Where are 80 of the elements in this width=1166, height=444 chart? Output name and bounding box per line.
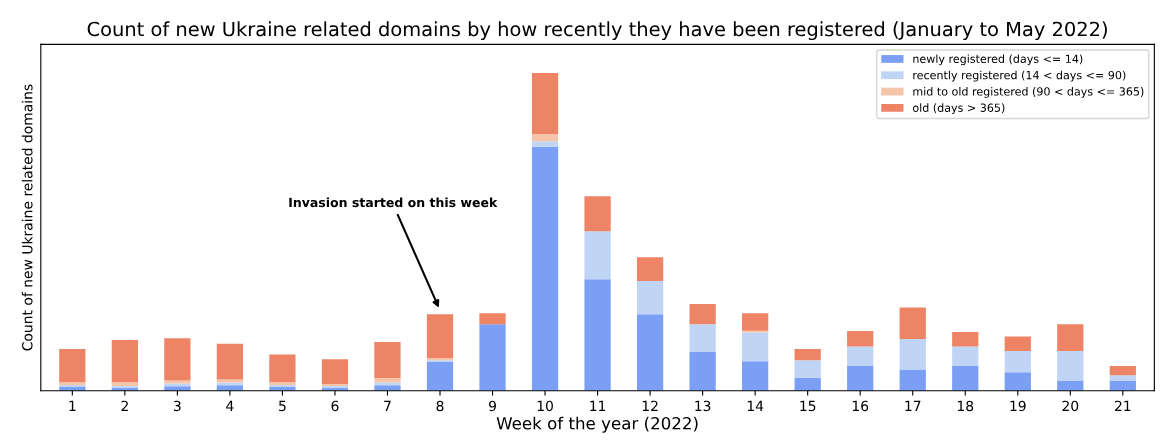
x-tick-label: 5 bbox=[279, 400, 286, 412]
x-tick-label: 1 bbox=[69, 400, 76, 411]
bar bbox=[1057, 324, 1084, 351]
bar bbox=[794, 360, 821, 378]
bar bbox=[689, 351, 716, 391]
x-axis-title: Week of the year (2022) bbox=[496, 416, 698, 433]
bar bbox=[426, 362, 454, 391]
bar bbox=[216, 385, 244, 391]
bar bbox=[321, 359, 349, 385]
chart-title: Count of new Ukraine related domains by how recently they have been registered (January to May 2022) bbox=[87, 21, 1107, 41]
bar bbox=[1057, 351, 1084, 381]
bar bbox=[899, 369, 926, 391]
x-tick-label: 21 bbox=[1115, 400, 1131, 411]
bar bbox=[374, 378, 401, 383]
bar bbox=[636, 281, 664, 315]
legend-label: recently registered (14 < days <= 90) bbox=[913, 70, 1126, 82]
annotation: Invasion started on this week bbox=[289, 197, 498, 208]
bar bbox=[742, 361, 769, 391]
x-tick-label: 17 bbox=[905, 400, 921, 411]
bar bbox=[584, 231, 611, 280]
x-tick-label: 2 bbox=[121, 400, 128, 411]
x-tick-label: 19 bbox=[1010, 400, 1026, 412]
bar bbox=[269, 354, 296, 383]
legend-label: mid to old registered (90 < days <= 365) bbox=[913, 87, 1144, 98]
bar bbox=[689, 324, 716, 352]
y-axis-title: Count of new Ukraine related domains bbox=[21, 84, 33, 351]
bar bbox=[794, 349, 821, 361]
x-tick-label: 15 bbox=[800, 400, 816, 412]
bar bbox=[636, 314, 664, 391]
x-tick-label: 9 bbox=[488, 400, 496, 412]
bar bbox=[899, 307, 926, 339]
legend-label: newly registered (days <= 14) bbox=[913, 54, 1083, 66]
bar bbox=[479, 324, 506, 391]
bar bbox=[899, 338, 926, 370]
bar bbox=[584, 279, 611, 391]
bar bbox=[1109, 365, 1136, 376]
bar bbox=[1004, 336, 1031, 351]
bar bbox=[794, 377, 821, 391]
x-tick-label: 4 bbox=[226, 400, 234, 411]
bar bbox=[1004, 372, 1031, 391]
bar bbox=[531, 134, 559, 142]
bar bbox=[952, 346, 979, 366]
bar bbox=[426, 314, 454, 359]
bar bbox=[531, 73, 559, 134]
bar bbox=[1109, 375, 1136, 381]
x-tick-label: 11 bbox=[590, 400, 606, 411]
bar bbox=[164, 386, 191, 391]
bar bbox=[1004, 351, 1031, 373]
bar bbox=[531, 141, 559, 147]
bar bbox=[216, 343, 244, 380]
bar bbox=[847, 365, 874, 391]
bar bbox=[847, 346, 874, 366]
x-tick-label: 3 bbox=[174, 400, 181, 412]
bar bbox=[742, 313, 769, 331]
x-tick-label: 6 bbox=[331, 400, 339, 412]
bar bbox=[479, 313, 506, 325]
x-tick-label: 12 bbox=[642, 400, 658, 411]
bar bbox=[164, 338, 191, 381]
bar bbox=[742, 332, 769, 362]
legend-label: old (days > 365) bbox=[912, 103, 1005, 115]
bar bbox=[847, 330, 874, 347]
x-tick-label: 8 bbox=[436, 400, 444, 412]
x-tick-label: 16 bbox=[852, 400, 869, 412]
bar bbox=[111, 339, 138, 383]
x-tick-label: 20 bbox=[1062, 400, 1079, 412]
bar bbox=[952, 365, 979, 391]
x-tick-label: 18 bbox=[957, 400, 974, 412]
x-tick-label: 7 bbox=[384, 400, 391, 411]
bar bbox=[636, 257, 664, 282]
bar bbox=[374, 342, 401, 379]
x-tick-label: 13 bbox=[695, 400, 711, 412]
bar bbox=[584, 196, 611, 232]
bar bbox=[374, 385, 401, 391]
bar bbox=[374, 382, 401, 386]
x-tick-label: 10 bbox=[537, 400, 553, 412]
x-tick-label: 14 bbox=[747, 400, 764, 411]
bar bbox=[952, 331, 979, 347]
bar bbox=[689, 303, 716, 325]
bar bbox=[59, 349, 86, 383]
bar bbox=[531, 146, 559, 391]
